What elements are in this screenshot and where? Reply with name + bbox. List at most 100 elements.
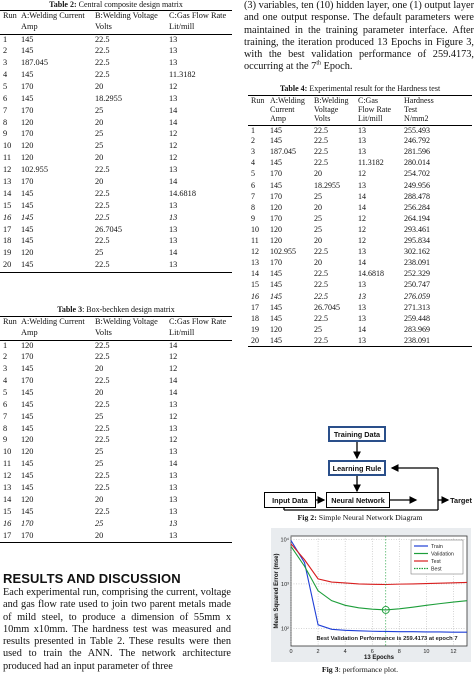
table4-cell: 3 (251, 147, 255, 157)
table3-cell: 12 (169, 435, 178, 445)
table3-cell: B:Welding Voltage (92, 316, 166, 329)
table3-cell: 13 (166, 530, 232, 543)
table4-cell: 20 (248, 335, 267, 348)
table2-cell: 2 (3, 46, 8, 56)
table2-cell: 170 (21, 105, 34, 115)
table2-cell: 145 (21, 188, 34, 198)
table4-cell: 145 (270, 269, 282, 279)
table-row: 14 120 20 13 (0, 495, 232, 507)
table4-cell: 170 (270, 213, 282, 223)
table-row: 16 145 22.5 13 (0, 213, 232, 225)
table2-cell: 12 (3, 165, 12, 175)
table2-cell: 12 (169, 129, 178, 139)
x-axis-label: 13 Epochs (364, 655, 395, 661)
table4-cell: 12 (251, 247, 259, 257)
table3-cell: 22.5 (95, 423, 110, 433)
table3-cell: 13 (169, 494, 178, 504)
table4-cell: 120 (270, 224, 282, 234)
table2-cell: 7 (3, 105, 8, 115)
table3-cell: 145 (21, 364, 34, 374)
table-row: 17 145 26.7045 13 (0, 225, 232, 237)
table4-cell: 14 (251, 269, 259, 279)
table2-cell: 13 (169, 236, 178, 246)
table3-cell: 145 (21, 411, 34, 421)
table4-cell: 22.5 (314, 147, 328, 157)
table-row: 11 120 20 12 (0, 153, 232, 165)
table2-cell: 14 (169, 117, 178, 127)
table2-cell: 8 (3, 117, 8, 127)
x-tick-label: 10 (423, 649, 429, 655)
table-row: 2 145 22.5 13 246.792 (248, 136, 472, 147)
table4-cell: 1 (251, 125, 255, 135)
table4-cell: 22.5 (314, 136, 328, 146)
table3-cell: 170 (21, 518, 34, 528)
table4-cell: 187.045 (270, 147, 296, 157)
table-row: 3 187.045 22.5 13 281.596 (248, 147, 472, 158)
table-row: 17 145 26.7045 13 271.313 (248, 303, 472, 314)
table2-cell: 20 (95, 153, 104, 163)
table3-cell: 16 (3, 518, 12, 528)
table3-cell: 14 (169, 340, 178, 350)
table2-cell: 120 (21, 117, 34, 127)
table3-cell: Lit/mill (166, 328, 232, 341)
table4-cell: Current (270, 105, 295, 114)
table3-cell: 12 (169, 364, 178, 374)
table4-cell: 18.2955 (314, 180, 340, 190)
legend-entry-validation: Validation (431, 552, 454, 558)
table4-cell: 13 (358, 125, 366, 135)
table3-cell: 25 (95, 411, 104, 421)
table3-cell: 11 (3, 459, 11, 469)
table4-cell: 102.955 (270, 247, 296, 257)
table4-cell: 9 (251, 213, 255, 223)
table3-cell: 22.5 (95, 352, 110, 362)
table2-cell: 22.5 (95, 200, 110, 210)
table3-cell: 17 (0, 530, 18, 543)
table4-cell: 25 (314, 224, 322, 234)
table4-cell: Hardness (401, 95, 472, 105)
table4-cell: 120 (270, 236, 282, 246)
learning-rule-box: Learning Rule (328, 460, 386, 476)
table4-cell: 10 (251, 224, 259, 234)
table2-cell: 22.5 (95, 69, 110, 79)
table2: Run A:Welding Current B:Welding Voltage C:G… (0, 10, 232, 273)
table-row: 2 170 22.5 12 (0, 352, 232, 364)
table-row: 12 102.955 22.5 13 302.162 (248, 247, 472, 258)
table3-unit: Amp Volts Lit/mill (0, 328, 232, 341)
y-axis-label: Mean Squared Error (mse) (274, 553, 280, 628)
table-row: 15 145 22.5 13 (0, 507, 232, 519)
table2-cell: 14 (169, 176, 178, 186)
table3-hdr: Run A:Welding Current B:Welding Voltage C:G… (0, 316, 232, 329)
table3-cell: 14 (169, 459, 178, 469)
table2-cell: 12 (169, 81, 178, 91)
table-row: 6 145 22.5 13 (0, 400, 232, 412)
table3-cell: 145 (21, 471, 34, 481)
table4-cell: 295.834 (404, 236, 430, 246)
table4-cell: 145 (267, 335, 311, 348)
table4-cell: 259.448 (404, 313, 430, 323)
table2-cell: 1 (3, 34, 8, 44)
performance-chart: 10² 10³ 10⁴ 0 2 4 6 8 10 12 Best Validation Perfor… (271, 528, 471, 662)
table4-caption: Table 4: Experimental result for the Har… (279, 84, 441, 93)
table2-cell: 22.5 (95, 58, 110, 68)
table3-cell: A:Welding Current (18, 316, 92, 329)
table3-cell: 12 (169, 352, 178, 362)
table4-cell: 4 (251, 158, 255, 168)
legend-entry-best: Best (431, 567, 442, 573)
table2-cell: 4 (3, 69, 8, 79)
table2-cell: 13 (169, 58, 178, 68)
table2-cell: 170 (21, 129, 34, 139)
table-row: 5 145 20 14 (0, 388, 232, 400)
series-line-train (290, 540, 467, 633)
table4-cell: 145 (270, 291, 282, 301)
table2-cell: 120 (21, 153, 34, 163)
table4-cell: 145 (270, 136, 282, 146)
table4-cell: 11 (251, 236, 259, 246)
results-paragraph: Each experimental run, comprising the cu… (3, 587, 231, 672)
table-row: 8 145 22.5 13 (0, 424, 232, 436)
table4-cell: Test (404, 105, 418, 114)
table4-cell: 280.014 (404, 158, 430, 168)
table4-cell: 12 (358, 169, 366, 179)
table3-cell: 25 (95, 518, 104, 528)
table4-cell: 13 (358, 313, 366, 323)
table4-cell: 170 (270, 191, 282, 201)
